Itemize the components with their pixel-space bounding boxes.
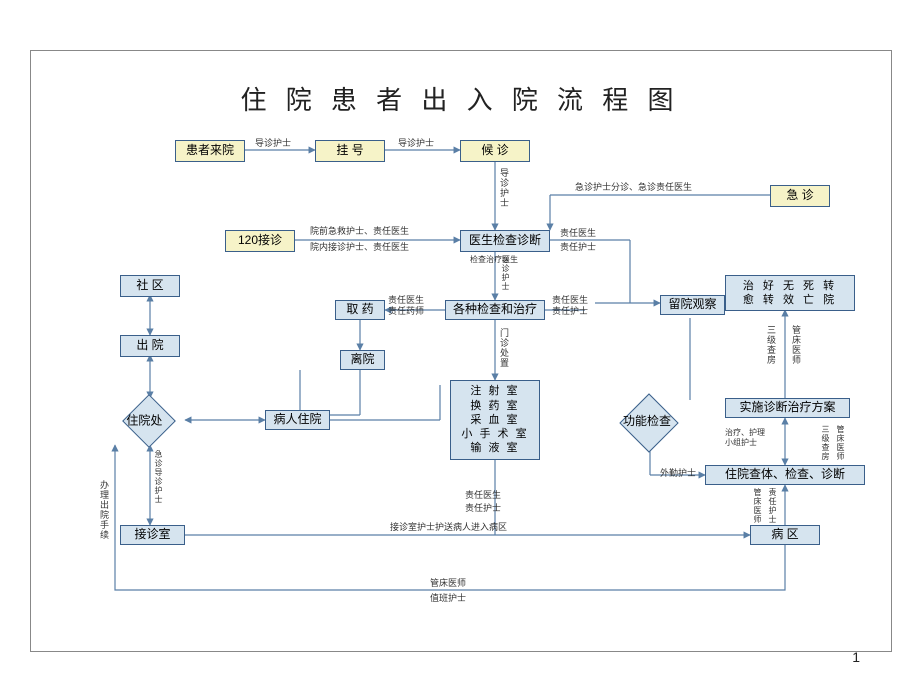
label: 接诊室 bbox=[134, 527, 170, 543]
label: 120接诊 bbox=[238, 233, 282, 249]
node-admit: 病人住院 bbox=[265, 410, 330, 430]
edge-label: 责任护士 bbox=[560, 242, 596, 253]
edge-label: 责任医生 bbox=[465, 490, 501, 501]
label: 医生检查诊断 bbox=[469, 233, 541, 249]
label: 各种检查和治疗 bbox=[453, 302, 537, 318]
node-patient-arrive: 患者来院 bbox=[175, 140, 245, 162]
page-number: 1 bbox=[852, 649, 860, 665]
label: 社 区 bbox=[136, 278, 163, 294]
node-check-ward: 住院查体、检查、诊断 bbox=[705, 465, 865, 485]
edge-label: 导诊护士 bbox=[255, 138, 291, 149]
label: 住院处 bbox=[126, 411, 162, 428]
node-register: 挂 号 bbox=[315, 140, 385, 162]
node-reception: 接诊室 bbox=[120, 525, 185, 545]
label: 注 射 室 换 药 室 采 血 室 小 手 术 室 输 液 室 bbox=[461, 384, 528, 455]
edge-label: 办理出院手续 bbox=[98, 480, 111, 540]
edge-label: 检查治疗医生 bbox=[470, 255, 518, 265]
label: 治 好 无 死 转 bbox=[743, 279, 837, 293]
node-get-medicine: 取 药 bbox=[335, 300, 385, 320]
node-outcome: 治 好 无 死 转 愈 转 效 亡 院 bbox=[725, 275, 855, 311]
edge-label: 管床医师 bbox=[790, 325, 803, 365]
edge-label: 责任护士 bbox=[465, 503, 501, 514]
node-120: 120接诊 bbox=[225, 230, 295, 252]
edge-label: 导诊护士 bbox=[398, 138, 434, 149]
node-exam-treat: 各种检查和治疗 bbox=[445, 300, 545, 320]
edge-label: 外勤护士 bbox=[660, 468, 696, 479]
edge-label: 责任医生 bbox=[560, 228, 596, 239]
label: 离院 bbox=[350, 352, 374, 368]
label: 功能检查 bbox=[623, 412, 663, 429]
node-observe: 留院观察 bbox=[660, 295, 725, 315]
node-ward: 病 区 bbox=[750, 525, 820, 545]
label: 挂 号 bbox=[336, 143, 363, 159]
label: 候 诊 bbox=[481, 143, 508, 159]
edge-label: 导诊护士 bbox=[498, 168, 511, 208]
edge-label: 管床医师 bbox=[430, 578, 466, 589]
label: 病 区 bbox=[771, 527, 798, 543]
edge-label: 值班护士 bbox=[430, 593, 466, 604]
edge-label: 责任医生 责任护士 bbox=[552, 295, 588, 317]
edge-label: 接诊室护士护送病人进入病区 bbox=[390, 522, 507, 533]
node-community: 社 区 bbox=[120, 275, 180, 297]
node-emergency: 急 诊 bbox=[770, 185, 830, 207]
label: 病人住院 bbox=[273, 412, 321, 428]
edge-label: 管床医师 bbox=[835, 425, 846, 461]
edge-label: 院前急救护士、责任医生 bbox=[310, 226, 409, 237]
edge-label: 急诊护士分诊、急诊责任医生 bbox=[575, 182, 692, 193]
label: 住院查体、检查、诊断 bbox=[725, 467, 845, 483]
edge-label: 门诊处置 bbox=[498, 328, 511, 368]
node-admission-office: 住院处 bbox=[122, 394, 176, 448]
label: 实施诊断治疗方案 bbox=[739, 400, 835, 416]
edge-label: 治疗、护理 小组护士 bbox=[725, 428, 765, 447]
edge-label: 急诊导诊护士 bbox=[153, 450, 164, 504]
edge-label: 责任医生 责任药师 bbox=[388, 295, 424, 317]
node-rooms: 注 射 室 换 药 室 采 血 室 小 手 术 室 输 液 室 bbox=[450, 380, 540, 460]
node-discharge: 出 院 bbox=[120, 335, 180, 357]
label: 愈 转 效 亡 院 bbox=[743, 293, 837, 307]
node-wait: 候 诊 bbox=[460, 140, 530, 162]
node-leave: 离院 bbox=[340, 350, 385, 370]
edge-label: 责任护士 bbox=[767, 488, 778, 524]
label: 患者来院 bbox=[186, 143, 234, 159]
label: 留院观察 bbox=[668, 297, 716, 313]
node-plan: 实施诊断治疗方案 bbox=[725, 398, 850, 418]
flowchart-stage: 住 院 患 者 出 入 院 流 程 图 bbox=[30, 50, 890, 650]
label: 取 药 bbox=[346, 302, 373, 318]
label: 急 诊 bbox=[786, 188, 813, 204]
node-doctor-check: 医生检查诊断 bbox=[460, 230, 550, 252]
edge-label: 院内接诊护士、责任医生 bbox=[310, 242, 409, 253]
edge-label: 管床医师 bbox=[752, 488, 763, 524]
edge-label: 三级查房 bbox=[820, 425, 831, 461]
label: 出 院 bbox=[136, 338, 163, 354]
chart-title: 住 院 患 者 出 入 院 流 程 图 bbox=[30, 80, 890, 117]
edge-label: 三级查房 bbox=[765, 325, 778, 365]
node-function-check: 功能检查 bbox=[619, 393, 678, 452]
